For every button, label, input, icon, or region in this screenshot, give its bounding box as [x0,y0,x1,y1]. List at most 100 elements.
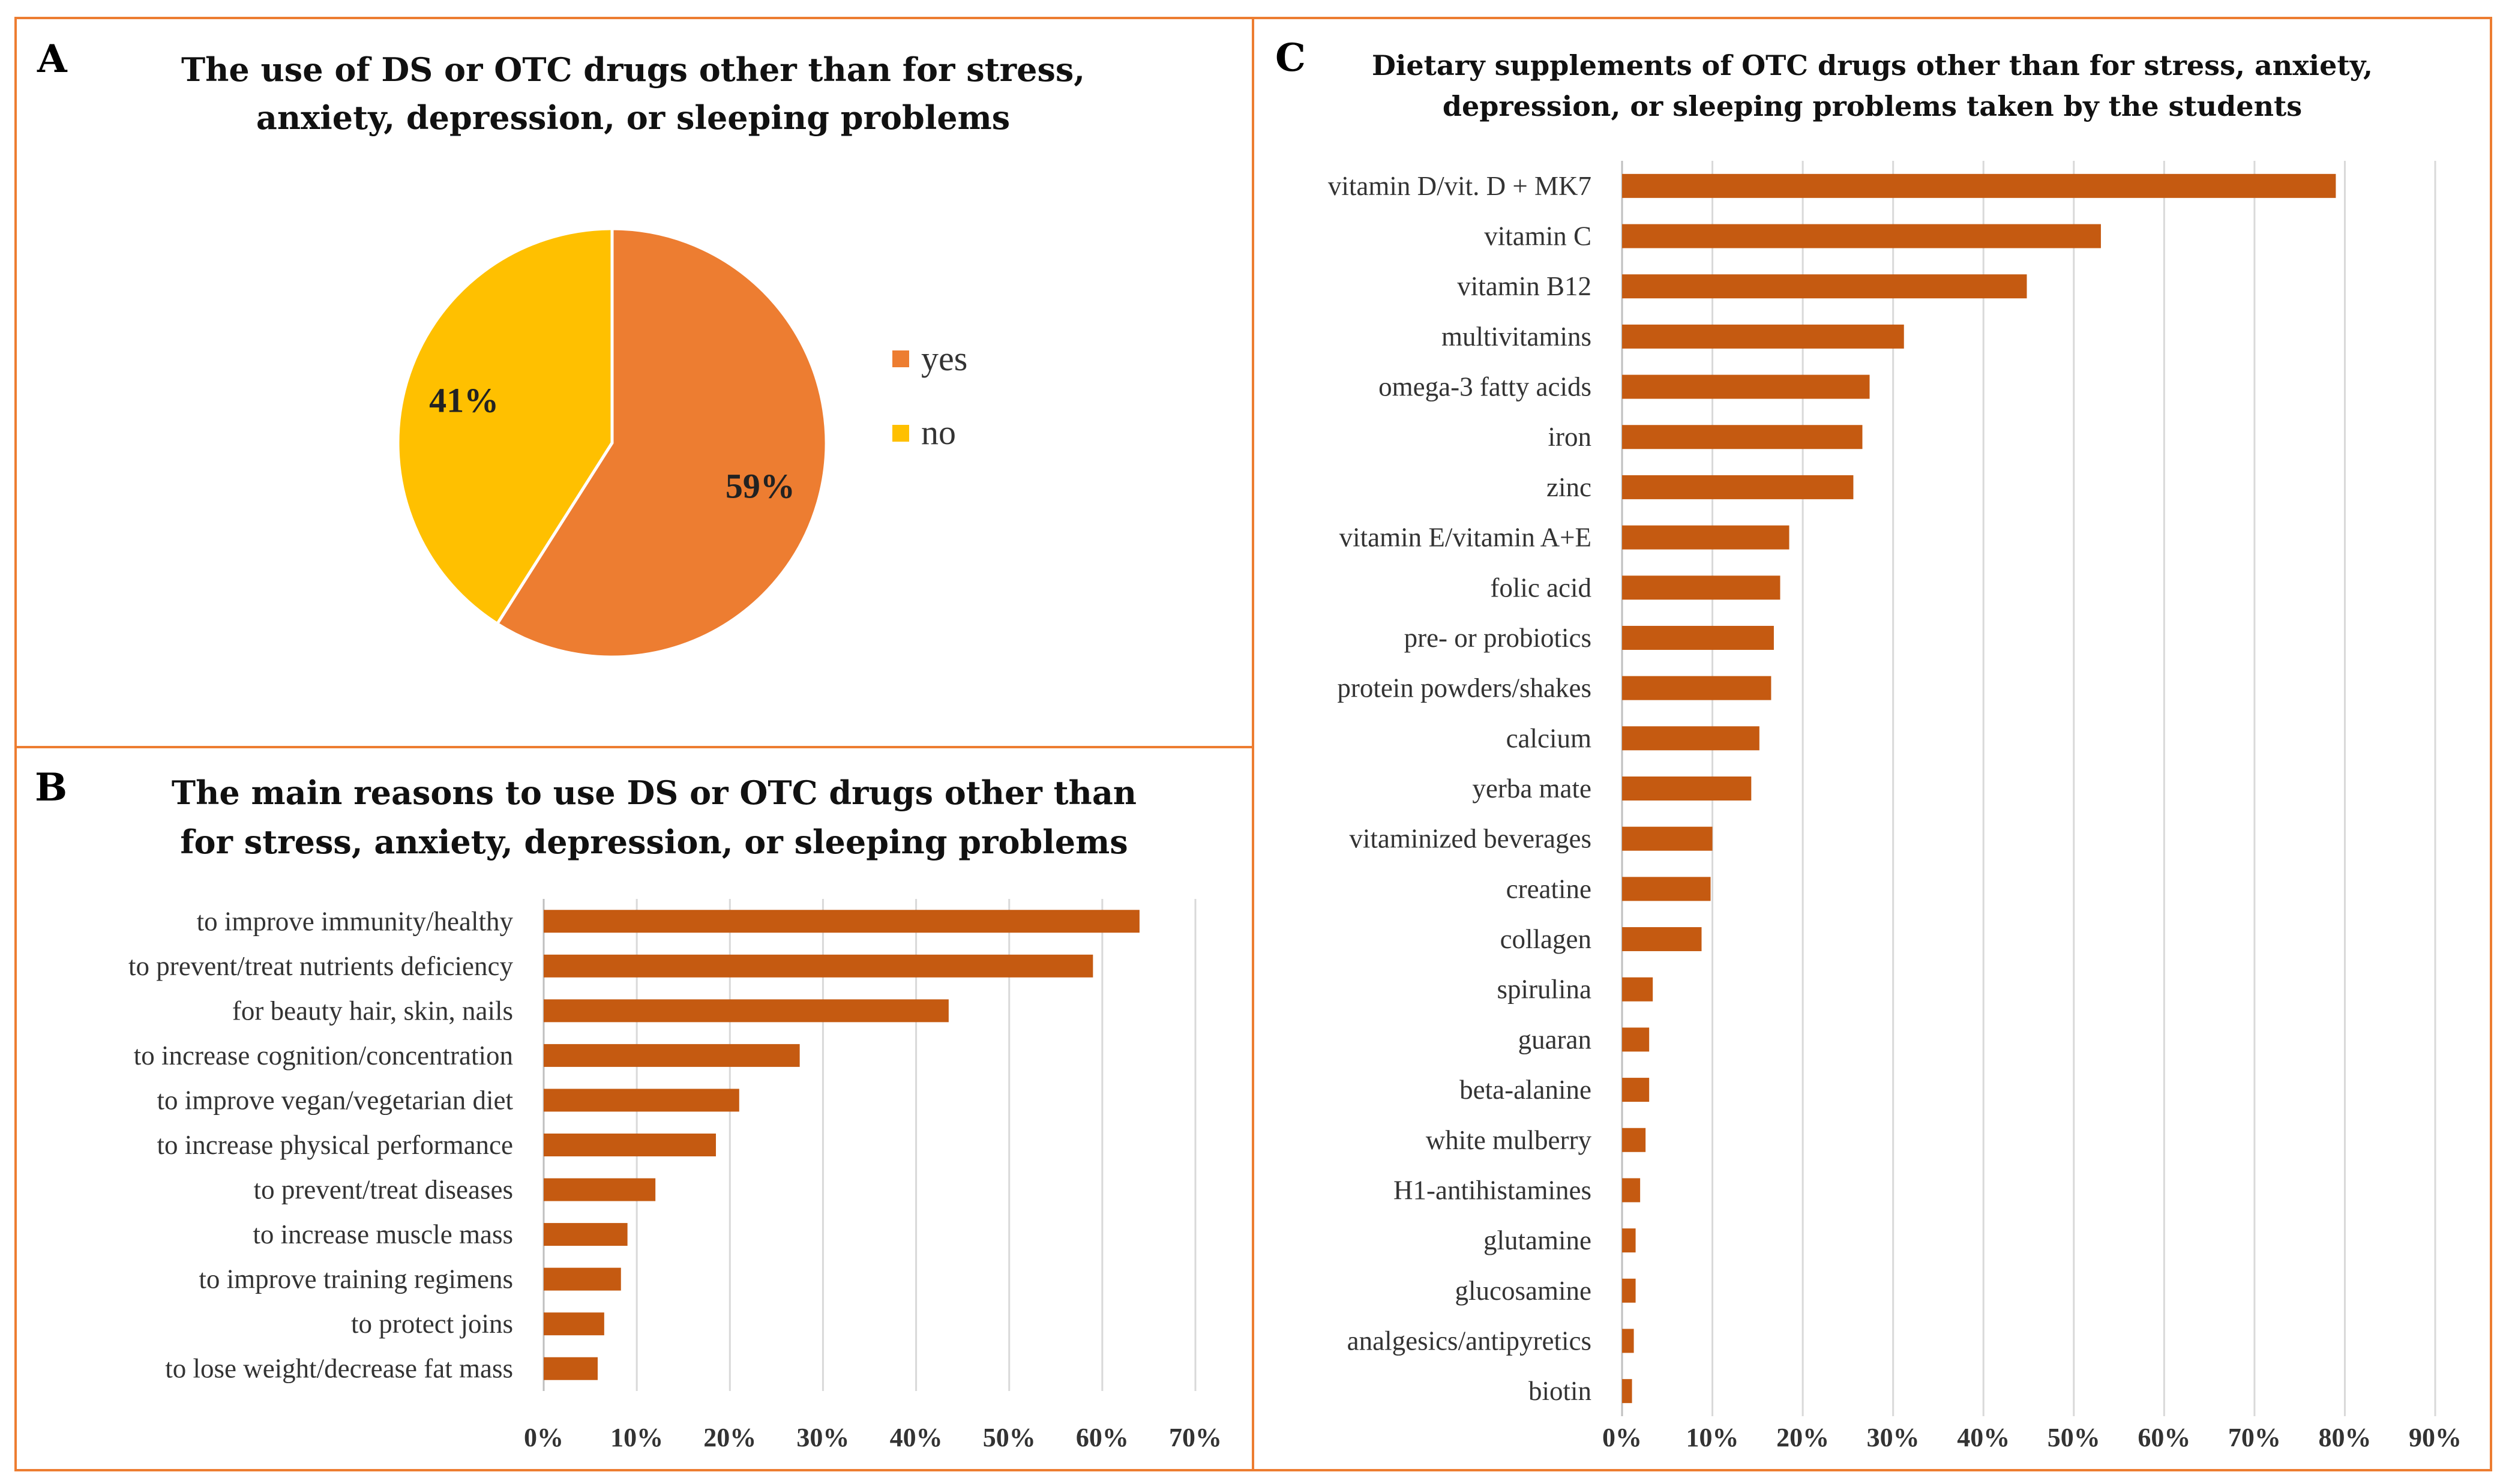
panel-c-tick-label: 20% [1776,1423,1829,1452]
legend-swatch-yes [892,350,909,367]
panel-c-category-label: H1-antihistamines [1393,1175,1591,1205]
panel-c-bar [1622,575,1780,600]
panel-c-bar [1622,525,1789,550]
panel-c-category-label: vitamin E/vitamin A+E [1339,523,1591,553]
legend-label-yes: yes [921,339,967,378]
panel-c-category-label: spirulina [1497,975,1592,1005]
panel-b-title-line-1: The main reasons to use DS or OTC drugs … [172,774,1137,812]
panel-c-category-label: folic acid [1490,572,1591,602]
panel-c-bar [1622,676,1771,700]
panel-b-category-label: to prevent/treat nutrients deficiency [128,951,513,981]
panel-c-title-line-2: depression, or sleeping problems taken b… [1443,90,2302,122]
panel-c-tick-label: 30% [1867,1423,1920,1452]
panel-c-frame [1252,17,2492,1471]
panel-b-category-label: to prevent/treat diseases [254,1175,513,1205]
pie-slice-yes [495,227,828,659]
panel-b-bar-chart: 0% 10% 20% 30% 40% 50% 60% 70% to improve immuni… [128,899,1222,1452]
panel-c-bar [1622,224,2101,248]
panel-a-letter: A [37,37,68,82]
panel-a-title-line-1: The use of DS or OTC drugs other than fo… [181,50,1085,89]
panel-c-category-label: pre- or probiotics [1404,623,1591,653]
panel-c-bar [1622,1379,1632,1404]
panel-c-tick-label: 80% [2318,1423,2371,1452]
panel-c-category-label: glutamine [1483,1225,1591,1255]
panel-b-category-label: for beauty hair, skin, nails [232,996,513,1026]
panel-b-tick-label: 50% [983,1423,1036,1452]
pie-chart: 59% 41% [396,227,828,659]
panel-c-bar [1622,1027,1650,1052]
panel-b-category-label: to improve training regimens [199,1264,513,1294]
panel-b-tick-label: 10% [610,1423,663,1452]
panel-c-letter: C [1275,35,1306,80]
panel-b-bar [544,1134,717,1156]
panel-c-category-label: creatine [1506,874,1591,904]
panel-b-tick-label: 70% [1169,1423,1222,1452]
panel-c-category-label: vitamin D/vit. D + MK7 [1328,171,1591,201]
panel-c-category-label: iron [1548,422,1592,452]
panel-b-bar [544,910,1140,933]
panel-c-bar [1622,475,1854,499]
panel-b-bar [544,1178,656,1201]
panel-c-bar [1622,374,1870,399]
panel-c-bar [1622,1329,1634,1353]
panel-c-category-label: calcium [1506,723,1591,753]
panel-c-bar [1622,1178,1641,1203]
panel-c-category-label: analgesics/antipyretics [1347,1326,1591,1356]
panel-b-tick-label: 60% [1076,1423,1129,1452]
panel-c-bar [1622,1078,1650,1102]
panel-c-category-label: protein powders/shakes [1337,673,1591,703]
panel-c-category-label: yerba mate [1472,774,1591,804]
panel-b-bar [544,954,1093,978]
panel-b-tick-label: 0% [524,1423,563,1452]
panel-c-category-label: collagen [1500,924,1591,954]
panel-b-bar [544,1267,621,1291]
panel-c-tick-label: 40% [1957,1423,2010,1452]
panel-c-bar-chart: 0% 10% 20% 30% 40% 50% 60% 70% 80% 90% vitamin D/v… [1328,161,2462,1452]
panel-c-bar [1622,324,1904,349]
panel-a-title-line-2: anxiety, depression, or sleeping problem… [256,98,1010,137]
pie-label-yes: 59% [726,467,795,506]
panel-b-letter: B [35,765,67,810]
panel-b-category-label: to improve vegan/vegetarian diet [157,1085,513,1115]
panel-b-title-line-2: for stress, anxiety, depression, or slee… [180,823,1128,861]
panel-b-bar [544,1089,739,1112]
pie-label-no: 41% [429,380,499,419]
panel-c-category-label: zinc [1546,472,1591,502]
panel-c-bar [1622,625,1774,650]
panel-c-category-label: omega-3 fatty acids [1378,372,1591,402]
panel-c-category-label: multivitamins [1441,322,1591,352]
panel-b-category-label: to lose weight/decrease fat mass [165,1354,513,1384]
panel-c-category-label: biotin [1528,1376,1591,1406]
panel-c-tick-label: 60% [2138,1423,2190,1452]
panel-c-bar [1622,777,1752,801]
panel-c-bar [1622,826,1713,851]
panel-b-category-label: to increase cognition/concentration [134,1041,513,1071]
panel-b-bar [544,1357,598,1380]
panel-c-bar [1622,1128,1646,1152]
legend-label-no: no [921,413,956,452]
pie-legend: yes no [892,339,967,452]
panel-c-tick-label: 90% [2409,1423,2462,1452]
panel-c-category-label: vitaminized beverages [1349,824,1591,854]
panel-b-bar [544,999,949,1023]
panel-c-bar [1622,877,1711,901]
panel-c-bar [1622,1228,1636,1253]
panel-c-tick-label: 10% [1686,1423,1739,1452]
panel-b-category-label: to increase physical performance [157,1130,513,1160]
panel-c-category-label: glucosamine [1455,1276,1591,1306]
panel-c-bar [1622,1278,1636,1303]
panel-c-bar [1622,173,2336,198]
panel-c-bar [1622,274,2027,299]
panel-c-category-label: vitamin C [1484,221,1591,251]
legend-swatch-no [892,425,909,442]
panel-b-bar [544,1044,800,1067]
panel-c-tick-label: 0% [1602,1423,1642,1452]
panel-b-category-label: to improve immunity/healthy [197,906,514,936]
panel-c-tick-label: 70% [2228,1423,2281,1452]
panel-c-bar [1622,425,1863,449]
panel-c-category-label: white mulberry [1426,1125,1592,1155]
panel-b-category-label: to protect joins [351,1309,513,1339]
panel-b-tick-label: 30% [796,1423,849,1452]
panel-c-bar [1622,927,1702,952]
panel-b-bar [544,1223,628,1246]
